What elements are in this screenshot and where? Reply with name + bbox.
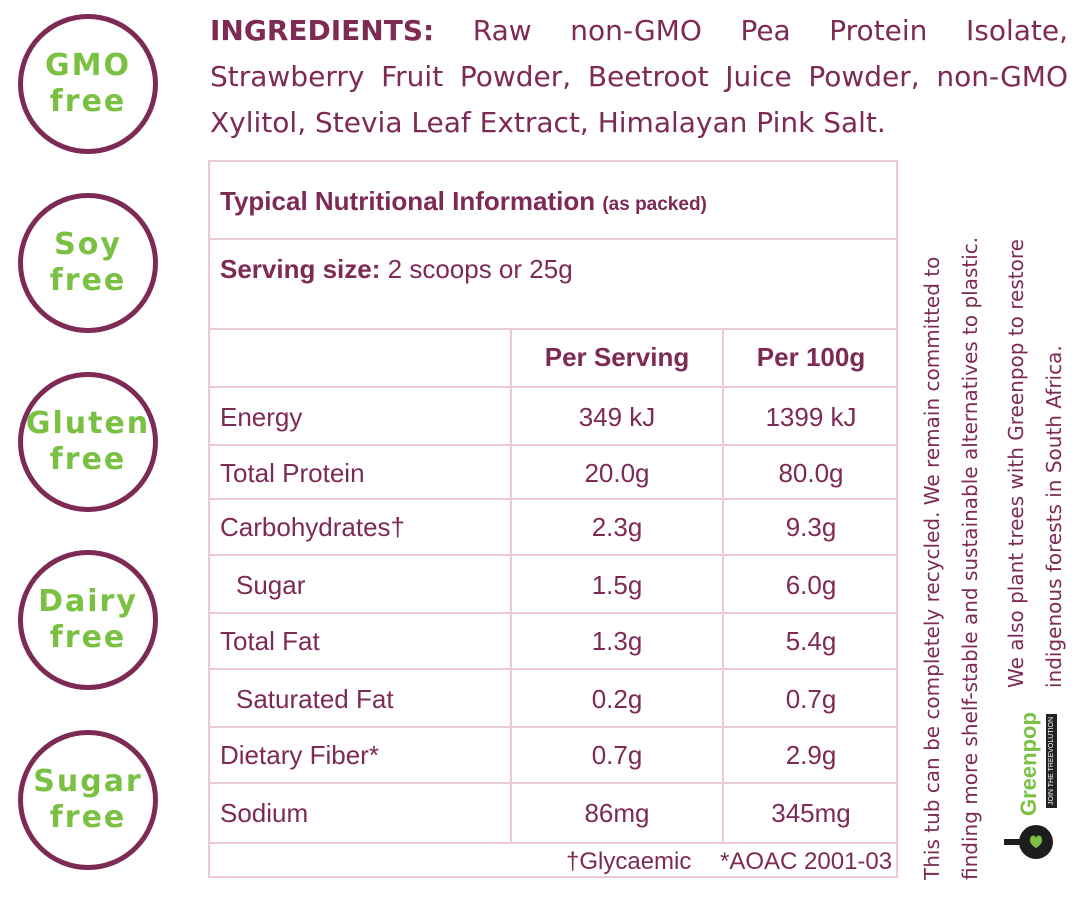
row-per-100g: 9.3g — [785, 512, 837, 542]
row-label: Sodium — [220, 798, 309, 828]
nutrition-title-text: Typical Nutritional Information — [220, 186, 596, 216]
greenpop-logo-text: Greenpop — [1016, 712, 1041, 816]
row-label: Sugar — [236, 570, 306, 600]
recycle-note-line2: finding more shelf-stable and sustainabl… — [958, 236, 982, 880]
footnote-glycaemic: †Glycaemic — [566, 848, 692, 875]
nutrition-table: Typical Nutritional Information (as pack… — [208, 160, 898, 878]
row-per-serving: 86mg — [584, 798, 650, 828]
greenpop-note-line1: We also plant trees with Greenpop to res… — [1004, 239, 1028, 688]
recycle-note-line1: This tub can be completely recycled. We … — [920, 256, 944, 880]
divider — [210, 842, 896, 844]
soy-free-badge: Soy free — [18, 193, 158, 333]
row-per-serving: 2.3g — [591, 512, 643, 542]
divider — [210, 498, 896, 500]
column-divider — [722, 328, 724, 842]
row-label: Energy — [220, 402, 303, 432]
serving-size: Serving size: 2 scoops or 25g — [220, 254, 573, 285]
badge-line1: Soy — [54, 227, 122, 262]
divider — [210, 238, 896, 240]
row-per-100g: 2.9g — [785, 740, 837, 770]
row-per-100g: 80.0g — [778, 458, 844, 488]
row-label: Saturated Fat — [236, 684, 394, 714]
badge-line2: free — [49, 800, 127, 835]
ingredients-list: Raw non-GMO Pea Protein Isolate, Strawbe… — [210, 14, 1068, 139]
badge-line1: GMO — [45, 48, 131, 83]
divider — [210, 782, 896, 784]
ingredients-text: INGREDIENTS: Raw non-GMO Pea Protein Iso… — [210, 8, 1068, 146]
row-per-100g: 6.0g — [785, 570, 837, 600]
row-per-100g: 0.7g — [785, 684, 837, 714]
divider — [210, 668, 896, 670]
row-per-100g: 5.4g — [785, 626, 837, 656]
row-per-serving: 20.0g — [584, 458, 650, 488]
divider — [210, 328, 896, 330]
serving-size-label: Serving size: — [220, 254, 381, 284]
row-label: Carbohydrates† — [220, 512, 405, 542]
row-per-100g: 1399 kJ — [765, 402, 857, 432]
row-per-serving: 1.3g — [591, 626, 643, 656]
footnote-aoac: *AOAC 2001-03 — [720, 848, 893, 875]
ingredients-label: INGREDIENTS: — [210, 14, 435, 47]
divider — [210, 554, 896, 556]
sugar-free-badge: Sugar free — [18, 730, 158, 870]
divider — [210, 386, 896, 388]
badge-line2: free — [49, 442, 127, 477]
badge-line2: free — [49, 263, 127, 298]
tree-logo-icon — [1004, 825, 1053, 859]
divider — [210, 612, 896, 614]
row-label: Dietary Fiber* — [220, 740, 379, 770]
divider — [210, 726, 896, 728]
serving-size-value: 2 scoops or 25g — [387, 254, 573, 284]
badge-line1: Dairy — [38, 584, 138, 619]
row-per-serving: 0.2g — [591, 684, 643, 714]
header-per-100g: Per 100g — [756, 342, 866, 372]
greenpop-tagline: JOIN THE TREEVOLUTION — [1046, 713, 1057, 808]
row-label: Total Fat — [220, 626, 320, 656]
badge-line1: Gluten — [25, 406, 151, 441]
badge-line1: Sugar — [33, 764, 143, 799]
row-per-100g: 345mg — [771, 798, 851, 828]
divider — [210, 444, 896, 446]
gluten-free-badge: Gluten free — [18, 372, 158, 512]
nutrition-title: Typical Nutritional Information (as pack… — [220, 186, 707, 217]
row-per-serving: 349 kJ — [578, 402, 656, 432]
gmo-free-badge: GMO free — [18, 14, 158, 154]
row-label: Total Protein — [220, 458, 365, 488]
dairy-free-badge: Dairy free — [18, 550, 158, 690]
row-per-serving: 1.5g — [591, 570, 643, 600]
greenpop-note-line2: indigenous forests in South Africa. — [1042, 345, 1066, 688]
nutrition-title-note: (as packed) — [602, 194, 707, 215]
column-divider — [510, 328, 512, 842]
row-per-serving: 0.7g — [591, 740, 643, 770]
badge-line2: free — [49, 84, 127, 119]
header-per-serving: Per Serving — [544, 342, 690, 372]
badge-line2: free — [49, 620, 127, 655]
